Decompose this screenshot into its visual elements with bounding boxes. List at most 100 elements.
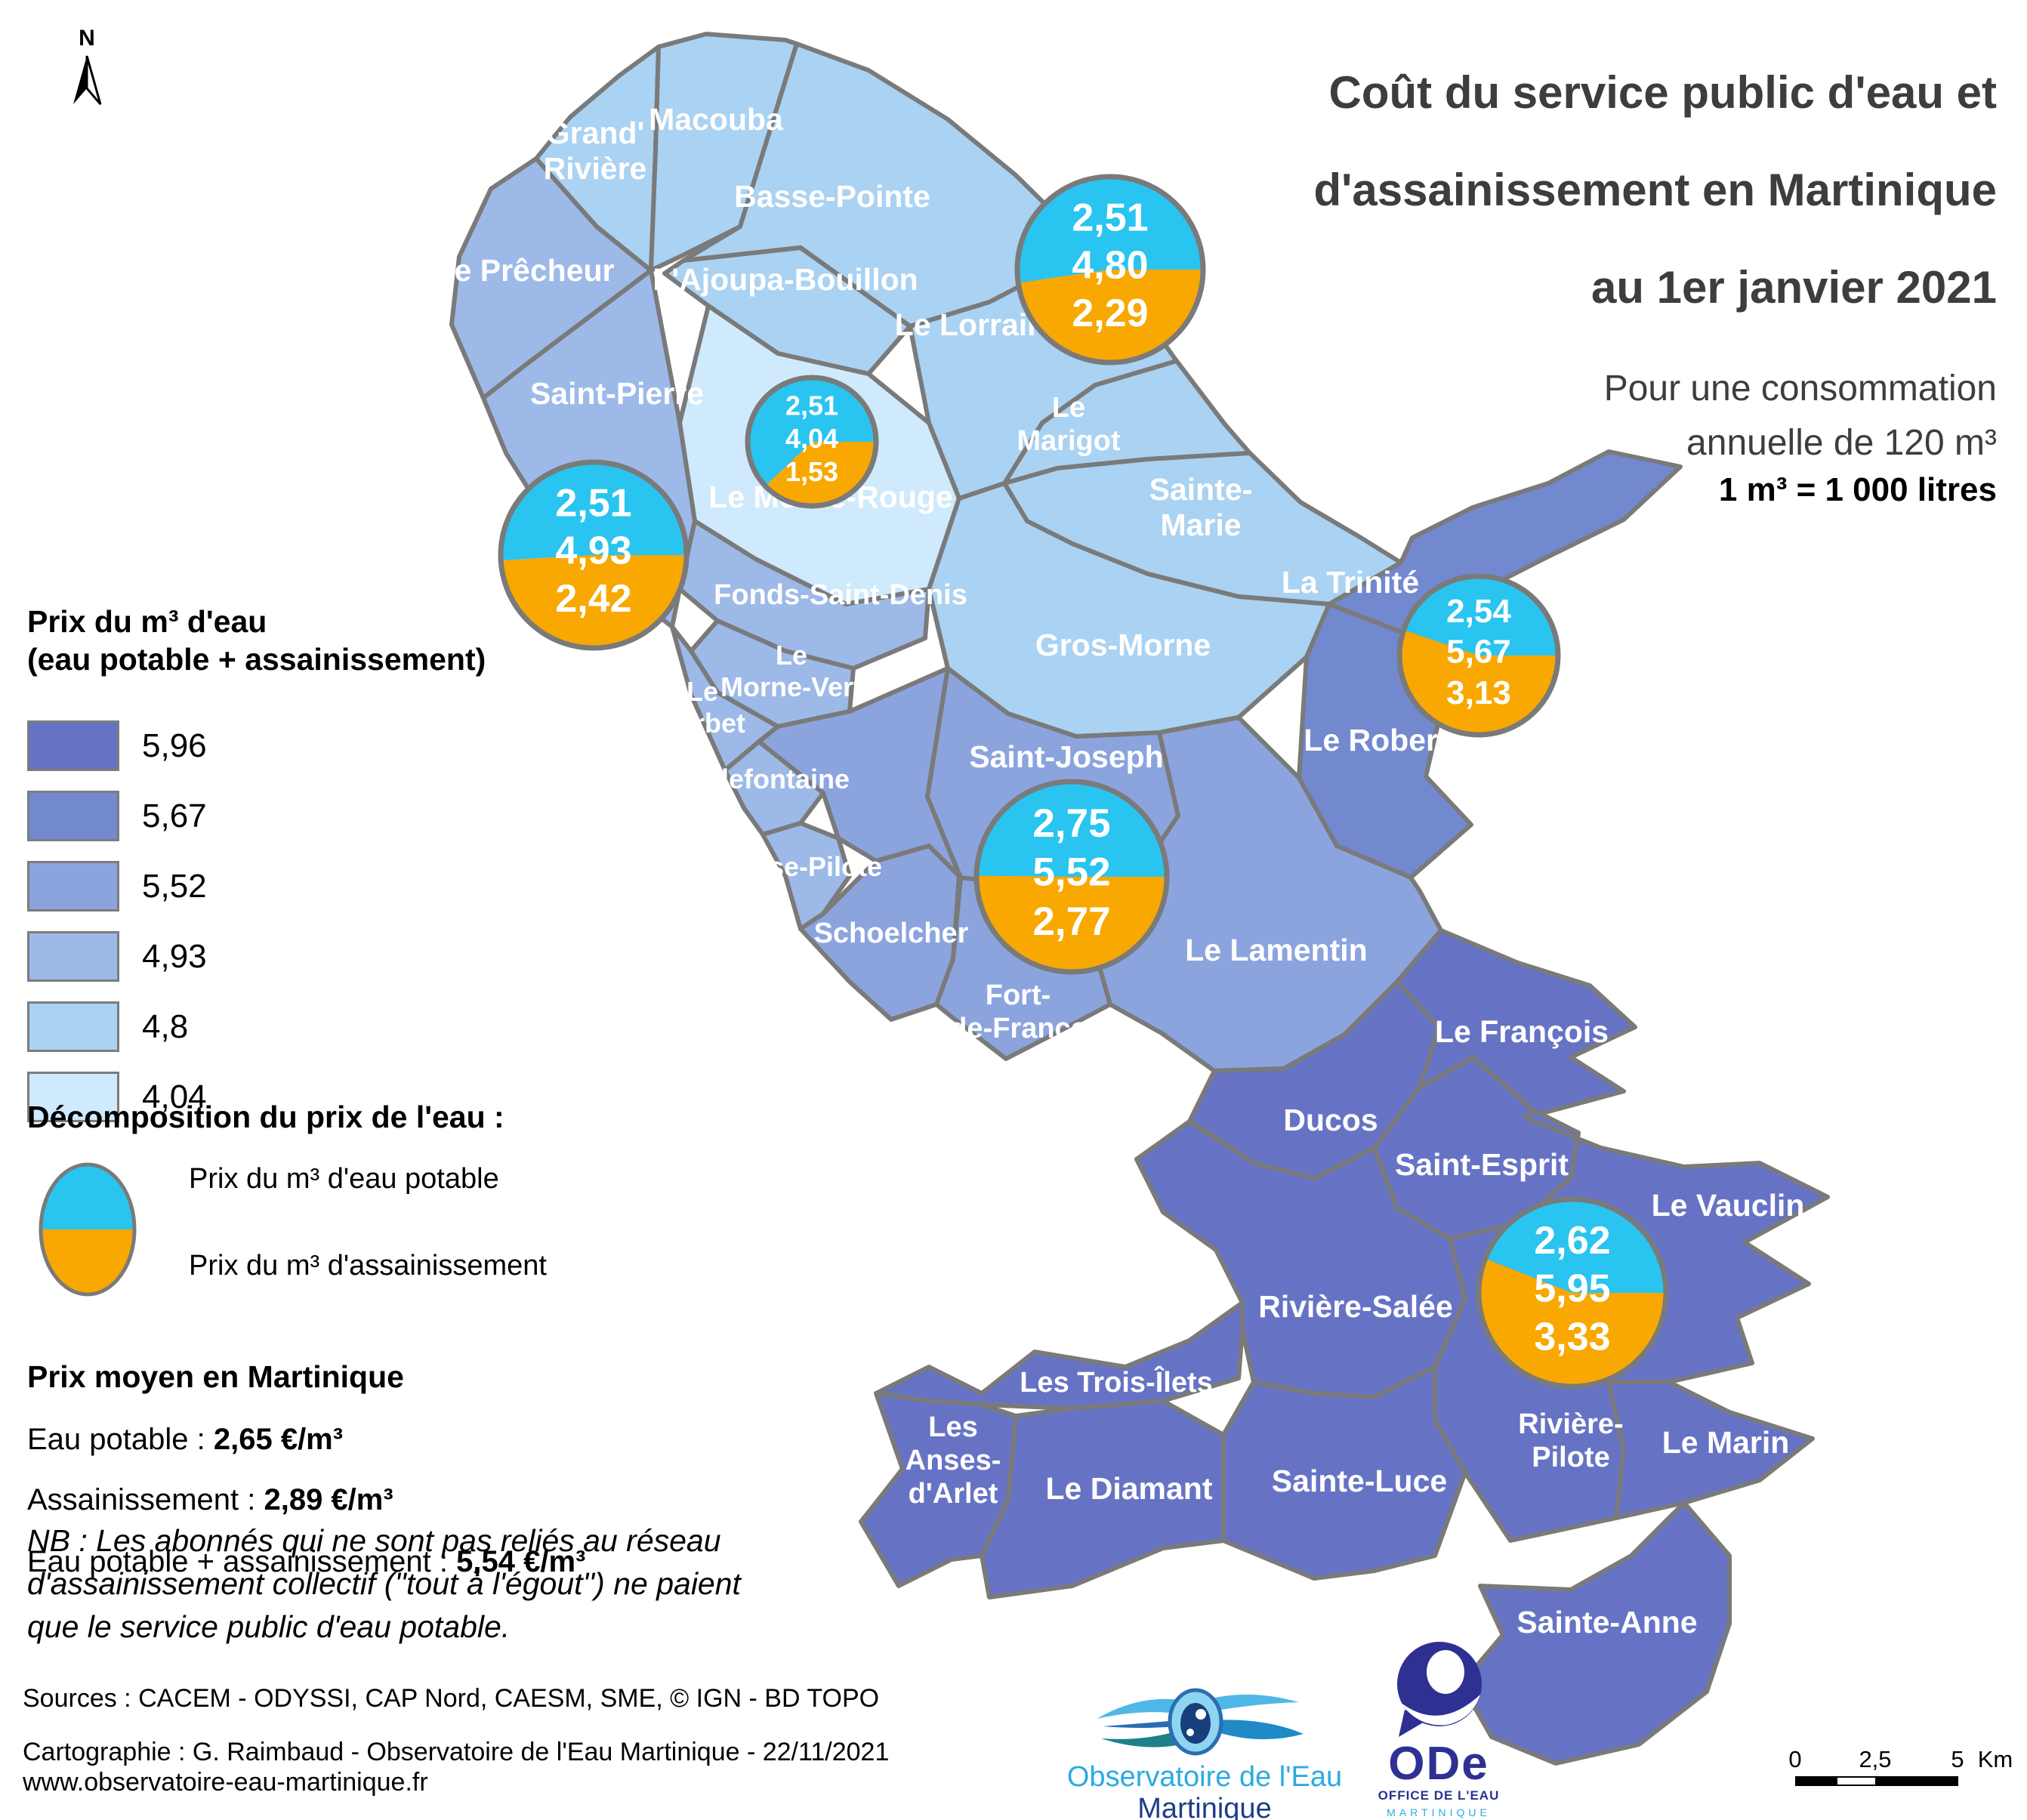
pie-le-morne-rouge: 2,514,041,53 (745, 375, 879, 509)
commune-label-fort-de-france: Fort- (986, 979, 1051, 1011)
pie-value-potable: 2,54 (1446, 593, 1511, 630)
commune-sainte-anne (1459, 1501, 1732, 1766)
commune-label-la-trinite: La Trinité (1282, 565, 1419, 600)
commune-label-le-precheur: Le Prêcheur (436, 253, 615, 288)
pie-slice-potable (1485, 1198, 1667, 1293)
eye-swoosh-upper-left (1097, 1698, 1186, 1719)
unit-note: 1 m³ = 1 000 litres (1718, 471, 1997, 508)
legend-class-row: 4,04 (27, 1062, 207, 1132)
decomposition-item-potable: Prix du m³ d'eau potable (189, 1163, 499, 1195)
commune-label-le-carbet: Le (686, 676, 718, 707)
pie-le-robert: 2,54 5,673,13 (1396, 573, 1561, 738)
pie-value-total: 5,52 (1032, 850, 1110, 894)
commune-label-les-trois-ilets: Les Trois-Îlets (1020, 1365, 1213, 1399)
legend-swatch-4,8 (27, 1001, 119, 1052)
commune-label-le-marin: Le Marin (1662, 1425, 1790, 1460)
commune-label-gros-morne: Gros-Morne (1035, 628, 1211, 662)
average-eau-potable: Eau potable : 2,65 €/m³ (27, 1423, 343, 1457)
pie-slice-potable (1017, 176, 1204, 283)
eye-pupil (1180, 1703, 1211, 1744)
nb-note: NB : Les abonnés qui ne sont pas reliés … (27, 1519, 741, 1649)
eye-glint-large (1196, 1709, 1206, 1720)
decomposition-pie-icon (39, 1162, 137, 1297)
ode-logo-subtext-1: OFFICE DE L'EAU (1378, 1788, 1500, 1803)
eye-swoosh-upper-right (1208, 1694, 1299, 1711)
pie-slice-assainissement (1399, 630, 1558, 736)
average-label: Eau potable : (27, 1423, 214, 1456)
average-value: 5,54 €/m³ (456, 1545, 586, 1578)
commune-label-les-anses-d-arlet: Les (928, 1411, 977, 1443)
ode-bubble-inner (1427, 1650, 1464, 1694)
legend-class-row: 5,52 (27, 851, 207, 921)
nb-line-3: que le service public d'eau potable. (27, 1609, 511, 1644)
commune-label-riviere-pilote: Pilote (1532, 1442, 1609, 1473)
north-arrow: N (73, 26, 102, 105)
pie-slice-assainissement (765, 442, 876, 507)
legend-class-row: 5,96 (27, 711, 207, 781)
average-total: Eau potable + assainissement : 5,54 €/m³ (27, 1545, 585, 1579)
legend-value: 5,67 (142, 797, 207, 834)
pie-slice-potable (501, 462, 686, 561)
ode-logo-icon (1397, 1642, 1482, 1737)
commune-label-le-morne-vert: Le (776, 640, 807, 671)
page-title: Coût du service public d'eau et d'assain… (1313, 44, 1997, 336)
pie-potable-half-icon (41, 1164, 134, 1229)
commune-label-grand-riviere: Rivière (544, 151, 647, 186)
commune-label-le-vauclin: Le Vauclin (1652, 1188, 1805, 1223)
legend-class-row: 5,67 (27, 781, 207, 851)
commune-label-les-anses-d-arlet: Anses- (906, 1445, 1001, 1476)
pie-assainissement-half-icon (41, 1229, 134, 1294)
averages-title: Prix moyen en Martinique (27, 1359, 404, 1394)
commune-label-bellefontaine: Bellefontaine (679, 763, 850, 794)
commune-label-sainte-luce: Sainte-Luce (1272, 1464, 1447, 1498)
ode-bubble-tail (1399, 1710, 1424, 1737)
sources: Sources : CACEM - ODYSSI, CAP Nord, CAES… (23, 1684, 880, 1713)
legend-swatch-5,67 (27, 791, 119, 841)
pie-value-total: 5,95 (1534, 1266, 1610, 1310)
pie-le-lorrain: 2,514,80 2,29 (1014, 174, 1206, 366)
title-line-2: d'assainissement en Martinique (1313, 165, 1997, 215)
commune-label-ducos: Ducos (1283, 1103, 1378, 1137)
eye-swoosh-right (1211, 1720, 1304, 1740)
pie-slice-potable (747, 378, 876, 486)
commune-label-schoelcher: Schoelcher (814, 918, 969, 949)
commune-label-saint-joseph: Saint-Joseph (969, 739, 1163, 774)
commune-label-sainte-marie: Marie (1160, 507, 1241, 542)
cartography-credit: Cartographie : G. Raimbaud - Observatoir… (23, 1738, 890, 1766)
scale-bar (1795, 1776, 1958, 1786)
commune-le-francois (1395, 928, 1637, 1120)
legend-swatch-5,52 (27, 861, 119, 912)
subtitle-line-2: annuelle de 120 m³ (1686, 423, 1997, 463)
scale-unit: Km (1977, 1746, 2013, 1772)
ode-logo-text: ODe (1388, 1738, 1489, 1790)
pie-value-total: 4,80 (1072, 243, 1148, 287)
legend-swatch-4,04 (27, 1072, 119, 1122)
commune-les-trois-ilets (874, 1300, 1245, 1411)
decomposition-title: Décomposition du prix de l'eau : (27, 1100, 504, 1134)
legend-swatch-5,96 (27, 720, 119, 771)
commune-label-le-lamentin: Le Lamentin (1185, 933, 1367, 967)
pie-value-assainissement: 1,53 (785, 456, 838, 487)
pie-fort-de-france: 2,755,52 2,77 (973, 779, 1170, 975)
pie-value-total: 5,67 (1446, 634, 1511, 671)
pie-outline (745, 375, 879, 509)
pie-outline (1396, 573, 1561, 738)
pie-value-potable: 2,62 (1534, 1219, 1610, 1263)
north-arrow-left-half (73, 56, 87, 104)
pie-value-potable: 2,75 (1032, 801, 1110, 846)
commune-label-grand-riviere: Grand' (546, 116, 645, 150)
commune-label-sainte-marie: Sainte- (1149, 472, 1253, 507)
subtitle-line-1: Pour une consommation (1603, 369, 1997, 409)
ode-bubble-swoosh (1400, 1695, 1480, 1726)
pie-outline (1476, 1196, 1669, 1390)
commune-label-le-lorrain: Le Lorrain (895, 307, 1046, 342)
pie-saint-pierre: 2,514,93 2,42 (498, 459, 690, 651)
title-line-1: Coût du service public d'eau et (1328, 67, 1997, 118)
legend-value: 4,8 (142, 1007, 189, 1045)
pie-value-potable: 2,51 (555, 482, 631, 526)
commune-le-diamant (980, 1399, 1226, 1599)
pie-value-assainissement: 2,77 (1032, 899, 1110, 944)
commune-label-le-francois: Le François (1435, 1014, 1609, 1049)
